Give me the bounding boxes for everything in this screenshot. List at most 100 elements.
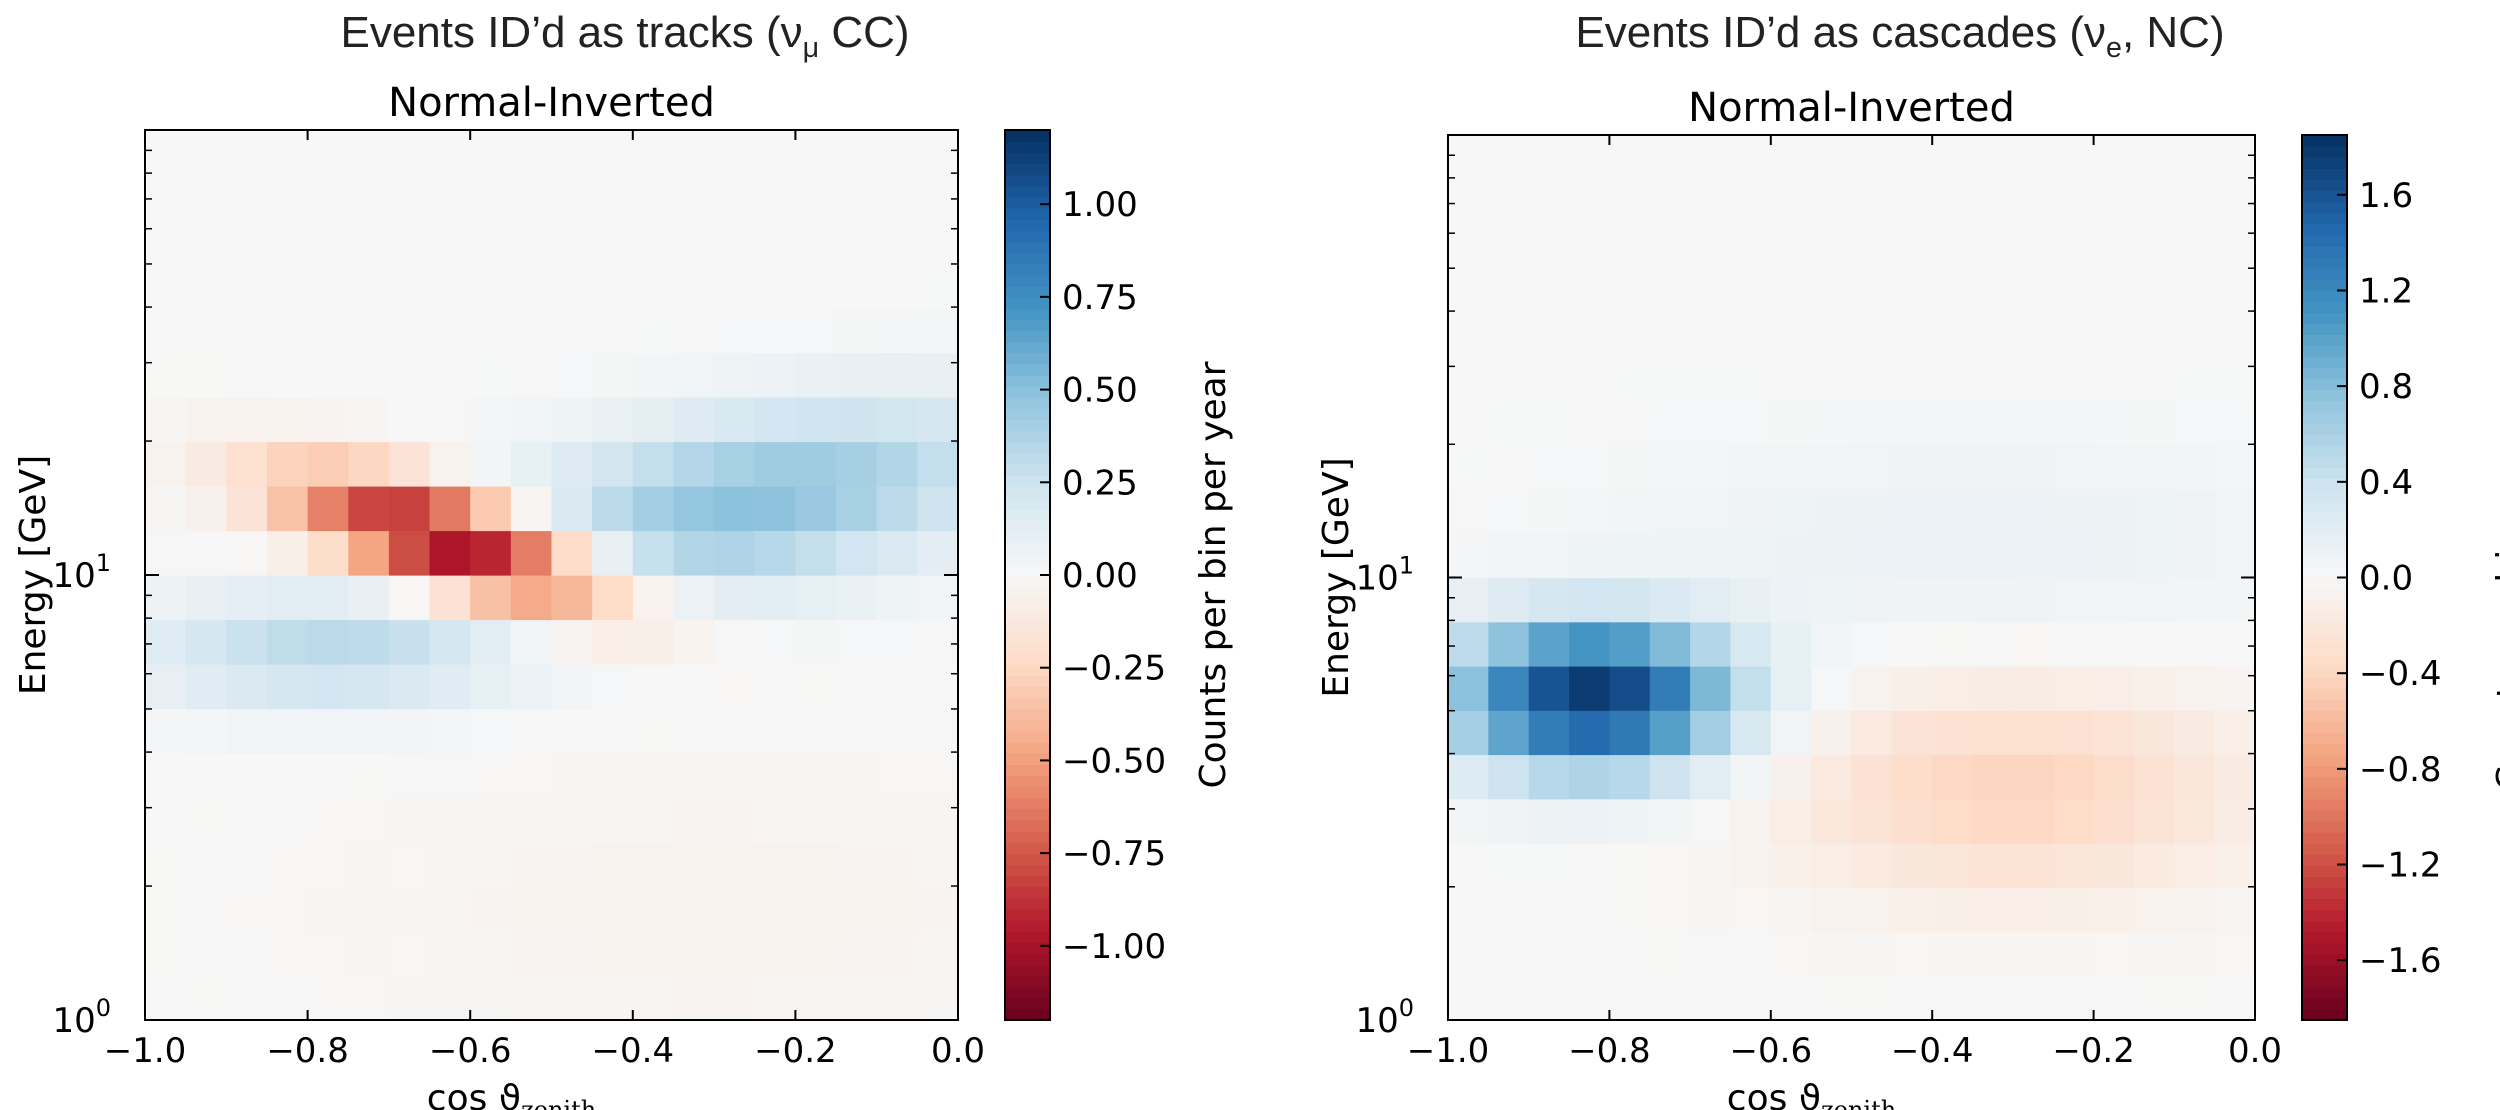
heatmap-cell [1770, 135, 1812, 180]
x-tick-label: 0.0 [931, 1031, 985, 1071]
heatmap-cell [1891, 135, 1933, 180]
heatmap-cell [836, 619, 878, 665]
heatmap-cell [673, 619, 715, 665]
heatmap-cell [1569, 710, 1610, 756]
heatmap-cell [2012, 843, 2054, 888]
heatmap-cells [145, 130, 959, 1021]
colorbar-segment [1005, 463, 1050, 476]
heatmap-cell [1811, 754, 1853, 800]
colorbar-segment [1005, 652, 1050, 665]
heatmap-cell [266, 931, 309, 977]
heatmap-cell [470, 886, 512, 932]
heatmap-cell [917, 441, 959, 487]
heatmap-cell [1891, 400, 1933, 446]
heatmap-cell [388, 397, 431, 443]
heatmap-cell [632, 842, 675, 888]
heatmap-cell [836, 263, 878, 309]
colorbar-segment [1005, 686, 1050, 699]
heatmap-cell [1690, 666, 1732, 711]
heatmap-cell [470, 664, 512, 710]
heatmap-cell [2174, 489, 2216, 534]
heatmap-cell [2133, 312, 2175, 357]
heatmap-cell [1448, 754, 1489, 800]
heatmap-cell [1569, 621, 1610, 667]
colorbar-segment [1005, 597, 1050, 610]
heatmap-cell [836, 753, 878, 799]
colorbar-segment [2302, 643, 2347, 656]
heatmap-cell [1609, 489, 1651, 534]
heatmap-cell [2174, 666, 2216, 711]
heatmap-cell [1770, 489, 1812, 534]
heatmap-cell [2053, 489, 2095, 534]
heatmap-cell [348, 530, 390, 576]
x-tick-label: −0.2 [754, 1031, 837, 1071]
heatmap-cell [632, 130, 675, 176]
heatmap-cell [307, 397, 349, 443]
heatmap-cell [2174, 843, 2216, 888]
heatmap-cell [673, 886, 715, 932]
heatmap-cell [2214, 666, 2256, 711]
colorbar-segment [1005, 563, 1050, 576]
heatmap-cell [1770, 754, 1812, 800]
heatmap-cell [795, 842, 837, 888]
heatmap-cell [1851, 710, 1893, 756]
heatmap-cell [1609, 400, 1651, 446]
colorbar-tick-label: −0.25 [1062, 649, 1166, 689]
heatmap-cell [592, 441, 634, 487]
heatmap-cell [307, 352, 349, 398]
heatmap-cell [348, 664, 390, 710]
heatmap-cell [551, 174, 593, 220]
heatmap-cell [1690, 223, 1732, 269]
heatmap-cell [1528, 710, 1570, 756]
heatmap-cell [551, 441, 593, 487]
heatmap-cell [673, 753, 715, 799]
heatmap-cell [1770, 931, 1812, 977]
heatmap-cell [1690, 444, 1732, 490]
colorbar-segment [1005, 541, 1050, 554]
heatmap-cell [714, 486, 756, 532]
heatmap-cell [1528, 887, 1570, 933]
colorbar-segment [2302, 312, 2347, 324]
heatmap-cell [2133, 798, 2175, 844]
colorbar-tick-label: −0.75 [1062, 834, 1166, 874]
heatmap-cell [754, 441, 796, 487]
heatmap-cell [2093, 489, 2135, 534]
heatmap-cell [2214, 489, 2256, 534]
colorbar-tick-label: −1.00 [1062, 927, 1166, 967]
heatmap-cell [266, 886, 309, 932]
heatmap-cell [1932, 754, 1974, 800]
heatmap-cell [145, 619, 187, 665]
heatmap-cell [510, 352, 553, 398]
heatmap-cell [307, 664, 349, 710]
heatmap-cell [1569, 489, 1610, 534]
heatmap-cell [876, 130, 918, 176]
colorbar-segment [2302, 1008, 2347, 1021]
heatmap-cell [754, 219, 796, 265]
colorbar-segment [1005, 975, 1050, 988]
heatmap-cell [2093, 621, 2135, 667]
heatmap-cell [185, 975, 227, 1021]
heatmap-cell [673, 931, 715, 977]
heatmap-cell [185, 619, 227, 665]
heatmap-cell [145, 174, 187, 220]
heatmap-cell [1770, 400, 1812, 446]
heatmap-cell [145, 486, 187, 532]
colorbar [2302, 135, 2347, 1021]
heatmap-cell [226, 842, 268, 888]
heatmap-cell [592, 797, 634, 843]
heatmap-cell [876, 486, 918, 532]
heatmap-cell [307, 130, 349, 176]
heatmap-cell [1730, 577, 1772, 623]
heatmap-cell [429, 486, 471, 532]
heatmap-cell [1690, 798, 1732, 844]
colorbar-segment [2302, 942, 2347, 955]
heatmap-cell [551, 575, 593, 621]
colorbar-segment [2302, 135, 2347, 147]
heatmap-cell [1932, 710, 1974, 756]
heatmap-cell [1690, 843, 1732, 888]
heatmap-cell [2174, 356, 2216, 402]
heatmap-cell [754, 664, 796, 710]
heatmap-cell [1649, 223, 1691, 269]
colorbar-segment [2302, 278, 2347, 291]
heatmap-cell [2214, 400, 2256, 446]
